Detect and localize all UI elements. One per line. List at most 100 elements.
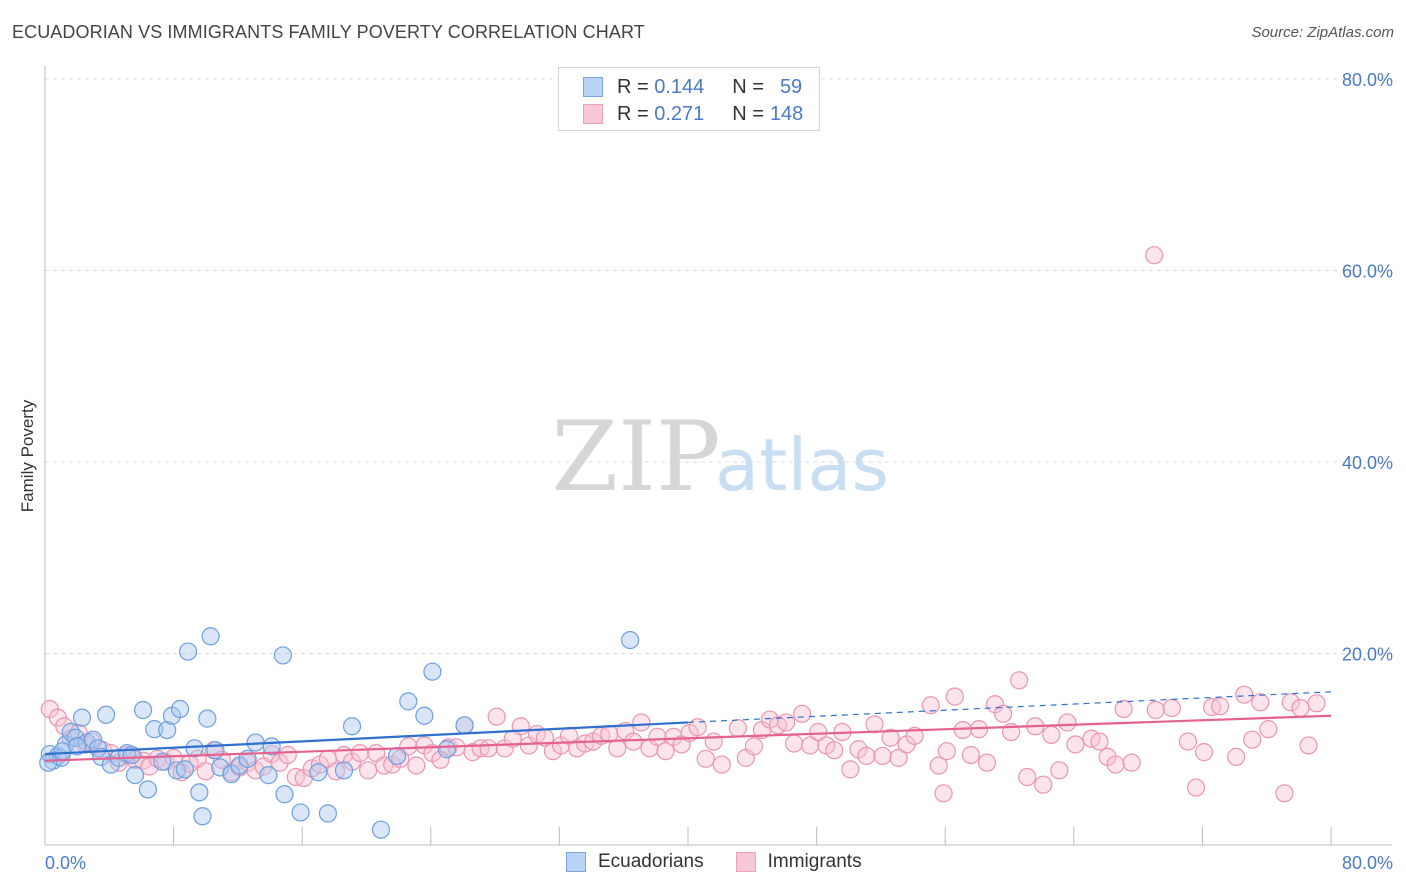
- data-point: [937, 742, 956, 761]
- data-point: [138, 780, 157, 799]
- data-point: [1243, 730, 1262, 749]
- data-point: [993, 704, 1013, 723]
- data-point: [793, 704, 812, 723]
- trend-lines: [44, 691, 1332, 762]
- data-point: [873, 746, 892, 766]
- data-point: [1122, 753, 1141, 772]
- data-point: [929, 756, 948, 775]
- data-point: [185, 739, 204, 758]
- legend-swatch-ecuadorians: [566, 852, 586, 872]
- data-point: [1235, 685, 1254, 704]
- data-point: [1281, 693, 1300, 712]
- data-point: [455, 716, 474, 735]
- data-point: [479, 739, 498, 758]
- data-point: [133, 700, 153, 720]
- data-point: [158, 720, 177, 740]
- data-point: [1090, 732, 1109, 751]
- legend-label-ecuadorians: Ecuadorians: [598, 851, 704, 872]
- legend-item-immigrants[interactable]: Immigrants: [735, 851, 862, 873]
- legend-r-label: R =: [617, 75, 649, 98]
- data-point: [934, 784, 953, 803]
- legend-n-value: 59: [779, 75, 803, 98]
- data-point: [1275, 784, 1294, 803]
- axes: [44, 66, 1392, 846]
- data-point: [196, 762, 215, 781]
- data-point: [905, 726, 924, 745]
- chart-title: ECUADORIAN VS IMMIGRANTS FAMILY POVERTY …: [12, 22, 645, 42]
- series-legend: Ecuadorians Immigrants: [566, 851, 894, 873]
- legend-label-immigrants: Immigrants: [767, 851, 862, 872]
- data-point: [621, 630, 640, 650]
- data-point: [784, 734, 804, 753]
- data-point: [961, 745, 981, 765]
- data-point: [1050, 761, 1069, 780]
- watermark-atlas: atlas: [715, 423, 889, 507]
- data-point: [881, 728, 900, 747]
- y-tick-label: 60.0%: [1342, 262, 1393, 282]
- trend-line-immigrants: [44, 714, 1332, 762]
- data-point: [387, 746, 407, 766]
- data-point: [423, 662, 442, 681]
- data-point: [624, 732, 643, 751]
- data-point: [342, 717, 362, 736]
- data-point: [211, 758, 230, 777]
- data-point: [407, 756, 426, 775]
- data-point: [648, 727, 667, 746]
- data-point: [608, 739, 627, 758]
- data-point: [318, 804, 338, 823]
- trend-line-ecuadorians: [44, 721, 689, 756]
- legend-item-ecuadorians[interactable]: Ecuadorians: [566, 851, 704, 873]
- data-point: [92, 747, 111, 767]
- data-point: [776, 713, 796, 732]
- data-point: [1291, 698, 1310, 718]
- y-tick-label: 20.0%: [1342, 645, 1393, 665]
- data-point: [688, 718, 707, 737]
- series-immigrants: [40, 246, 1326, 803]
- data-point: [728, 719, 747, 738]
- data-point: [704, 732, 723, 751]
- data-point: [399, 692, 418, 711]
- data-point: [1178, 732, 1198, 751]
- data-point: [1146, 700, 1165, 720]
- data-point: [198, 709, 217, 728]
- data-points: [39, 246, 1326, 839]
- data-point: [1106, 755, 1125, 774]
- data-point: [1010, 671, 1029, 690]
- data-point: [511, 717, 530, 736]
- data-point: [206, 741, 225, 760]
- watermark: ZIP atlas: [551, 401, 889, 513]
- data-point: [125, 766, 145, 785]
- data-point: [857, 746, 876, 766]
- data-point: [273, 646, 293, 665]
- data-point: [953, 720, 972, 740]
- x-tick-label: 80.0%: [1342, 853, 1393, 873]
- data-point: [945, 687, 964, 706]
- legend-n-label: N =: [732, 75, 764, 98]
- data-point: [193, 807, 212, 826]
- data-point: [359, 761, 378, 780]
- data-point: [1299, 736, 1318, 755]
- data-point: [921, 696, 940, 715]
- data-point: [72, 708, 92, 727]
- data-point: [1145, 246, 1164, 265]
- data-point: [632, 713, 651, 732]
- data-point: [175, 760, 194, 779]
- legend-swatch-immigrants: [583, 104, 603, 124]
- grid-lines: [45, 78, 1392, 654]
- data-point: [291, 803, 310, 822]
- axis-tick-labels: 20.0% 40.0% 60.0% 80.0% 0.0% 80.0%: [45, 70, 1393, 873]
- data-point: [841, 760, 860, 779]
- data-point: [1210, 697, 1230, 716]
- y-tick-label: 80.0%: [1342, 70, 1393, 90]
- stats-legend: R = 0.144 N = 59 R = 0.271 N = 148: [558, 67, 820, 131]
- data-point: [1162, 698, 1181, 718]
- data-point: [696, 749, 715, 768]
- data-point: [259, 766, 278, 785]
- data-point: [656, 742, 675, 761]
- legend-n-label: N =: [732, 102, 764, 125]
- legend-r-value: 0.144: [654, 75, 705, 98]
- data-point: [1259, 720, 1278, 739]
- data-point: [437, 740, 456, 759]
- data-point: [712, 755, 731, 774]
